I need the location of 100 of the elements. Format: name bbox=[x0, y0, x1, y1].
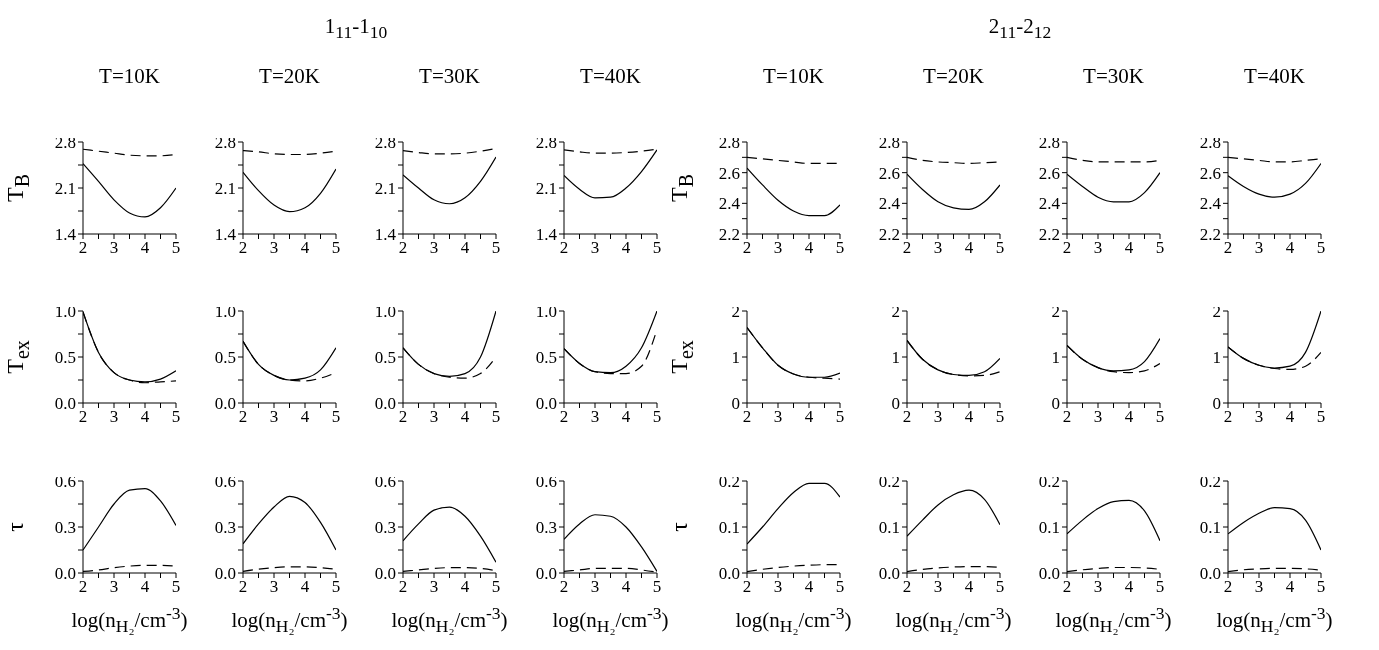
y-tick-label: 0.1 bbox=[878, 518, 900, 538]
y-tick-label: 2.2 bbox=[1199, 225, 1221, 245]
y-tick-label: 0.5 bbox=[54, 348, 76, 368]
x-tick-label: 5 bbox=[995, 407, 1005, 427]
y-tick-label: 0.0 bbox=[718, 564, 740, 584]
y-tick-label: 0.3 bbox=[535, 518, 557, 538]
x-tick-label: 3 bbox=[269, 577, 279, 597]
y-tick-label: 2.6 bbox=[1199, 163, 1221, 183]
y-tick-label: 0.0 bbox=[214, 564, 236, 584]
x-tick-label: 4 bbox=[1285, 407, 1295, 427]
y-tick-label: 2.1 bbox=[54, 179, 76, 199]
y-tick-label: 2.4 bbox=[1038, 194, 1061, 214]
text: 2$_{11}$-2$_{12}$ bbox=[987, 14, 1053, 44]
x-tick-label: 4 bbox=[1124, 407, 1134, 427]
x-tick-label: 4 bbox=[460, 238, 470, 258]
y-tick-label: 2.6 bbox=[878, 163, 900, 183]
x-tick-label: 5 bbox=[835, 577, 845, 597]
x-tick-label: 5 bbox=[1155, 407, 1165, 427]
x-tick-label: 3 bbox=[590, 407, 600, 427]
x-tick-label: 3 bbox=[590, 577, 600, 597]
x-tick-label: 3 bbox=[429, 577, 439, 597]
x-tick-label: 5 bbox=[491, 577, 501, 597]
x-tick-label: 4 bbox=[964, 577, 974, 597]
x-tick-label: 4 bbox=[460, 407, 470, 427]
x-tick-label: 5 bbox=[331, 407, 341, 427]
y-tick-label: 1.4 bbox=[214, 225, 237, 245]
x-tick-label: 3 bbox=[1093, 238, 1103, 258]
text: 1$_{11}$-1$_{10}$ bbox=[323, 14, 389, 44]
y-tick-label: 1.4 bbox=[374, 225, 397, 245]
chart-title: T=40K bbox=[579, 64, 642, 89]
x-tick-label: 3 bbox=[933, 577, 943, 597]
y-tick-label: 1 bbox=[1051, 348, 1060, 368]
y-tick-label: 0.0 bbox=[54, 564, 76, 584]
y-tick-label: 0.5 bbox=[374, 348, 396, 368]
y-tick-label: 0 bbox=[1212, 394, 1221, 414]
y-tick-label: 0.0 bbox=[54, 394, 76, 414]
y-tick-label: 0.0 bbox=[878, 564, 900, 584]
x-tick-label: 3 bbox=[590, 238, 600, 258]
y-tick-label: 2.1 bbox=[535, 179, 557, 199]
x-axis-title: log(n$_{H₂}$/cm$^{-3}$) bbox=[551, 603, 670, 638]
x-tick-label: 3 bbox=[773, 407, 783, 427]
y-tick-label: 0.0 bbox=[1038, 564, 1060, 584]
x-tick-label: 3 bbox=[1093, 577, 1103, 597]
y-tick-label: 0.0 bbox=[535, 394, 557, 414]
y-tick-label: 0.3 bbox=[54, 518, 76, 538]
x-tick-label: 4 bbox=[621, 407, 631, 427]
x-axis-title: log(n$_{H₂}$/cm$^{-3}$) bbox=[390, 603, 509, 638]
y-tick-label: 0.5 bbox=[214, 348, 236, 368]
x-tick-label: 5 bbox=[171, 238, 181, 258]
y-tick-label: 0.1 bbox=[1199, 518, 1221, 538]
y-tick-label: 1.4 bbox=[54, 225, 77, 245]
x-tick-label: 5 bbox=[652, 407, 662, 427]
x-tick-label: 5 bbox=[1155, 577, 1165, 597]
y-tick-label: 2.1 bbox=[374, 179, 396, 199]
x-tick-label: 3 bbox=[429, 238, 439, 258]
x-tick-label: 4 bbox=[460, 577, 470, 597]
y-tick-label: 0 bbox=[1051, 394, 1060, 414]
x-tick-label: 3 bbox=[1093, 407, 1103, 427]
x-tick-label: 4 bbox=[1285, 577, 1295, 597]
y-axis-title: τ bbox=[1, 521, 29, 534]
x-tick-label: 4 bbox=[964, 407, 974, 427]
x-tick-label: 5 bbox=[491, 407, 501, 427]
y-tick-label: 0.3 bbox=[374, 518, 396, 538]
x-tick-label: 5 bbox=[491, 238, 501, 258]
x-tick-label: 3 bbox=[109, 407, 119, 427]
x-tick-label: 3 bbox=[109, 238, 119, 258]
y-tick-label: 0.0 bbox=[374, 394, 396, 414]
y-tick-label: 0.1 bbox=[718, 518, 740, 538]
x-tick-label: 4 bbox=[1285, 238, 1295, 258]
y-tick-label: 0 bbox=[731, 394, 740, 414]
x-tick-label: 3 bbox=[933, 238, 943, 258]
y-tick-label: 2.2 bbox=[718, 225, 740, 245]
y-tick-label: 0.0 bbox=[214, 394, 236, 414]
x-tick-label: 4 bbox=[621, 577, 631, 597]
x-tick-label: 3 bbox=[1254, 577, 1264, 597]
x-tick-label: 5 bbox=[835, 238, 845, 258]
x-tick-label: 5 bbox=[652, 577, 662, 597]
y-tick-label: 0.0 bbox=[374, 564, 396, 584]
chart-title: T=10K bbox=[762, 64, 825, 89]
x-tick-label: 5 bbox=[331, 577, 341, 597]
y-tick-label: 0.3 bbox=[214, 518, 236, 538]
x-axis-title: log(n$_{H₂}$/cm$^{-3}$) bbox=[1054, 603, 1173, 638]
chart-title: T=40K bbox=[1243, 64, 1306, 89]
y-tick-label: 0 bbox=[891, 394, 900, 414]
x-axis-title: log(n$_{H₂}$/cm$^{-3}$) bbox=[734, 603, 853, 638]
y-tick-label: 2.4 bbox=[1199, 194, 1222, 214]
x-tick-label: 4 bbox=[300, 407, 310, 427]
x-tick-label: 4 bbox=[300, 577, 310, 597]
x-tick-label: 3 bbox=[269, 407, 279, 427]
y-tick-label: 2.2 bbox=[878, 225, 900, 245]
x-tick-label: 3 bbox=[429, 407, 439, 427]
x-tick-label: 5 bbox=[171, 577, 181, 597]
chart-title: T=30K bbox=[418, 64, 481, 89]
x-tick-label: 3 bbox=[1254, 238, 1264, 258]
x-tick-label: 4 bbox=[140, 577, 150, 597]
x-tick-label: 3 bbox=[773, 238, 783, 258]
y-tick-label: 2.4 bbox=[878, 194, 901, 214]
x-axis-title: log(n$_{H₂}$/cm$^{-3}$) bbox=[70, 603, 189, 638]
x-tick-label: 5 bbox=[1316, 238, 1326, 258]
y-tick-label: 0.1 bbox=[1038, 518, 1060, 538]
